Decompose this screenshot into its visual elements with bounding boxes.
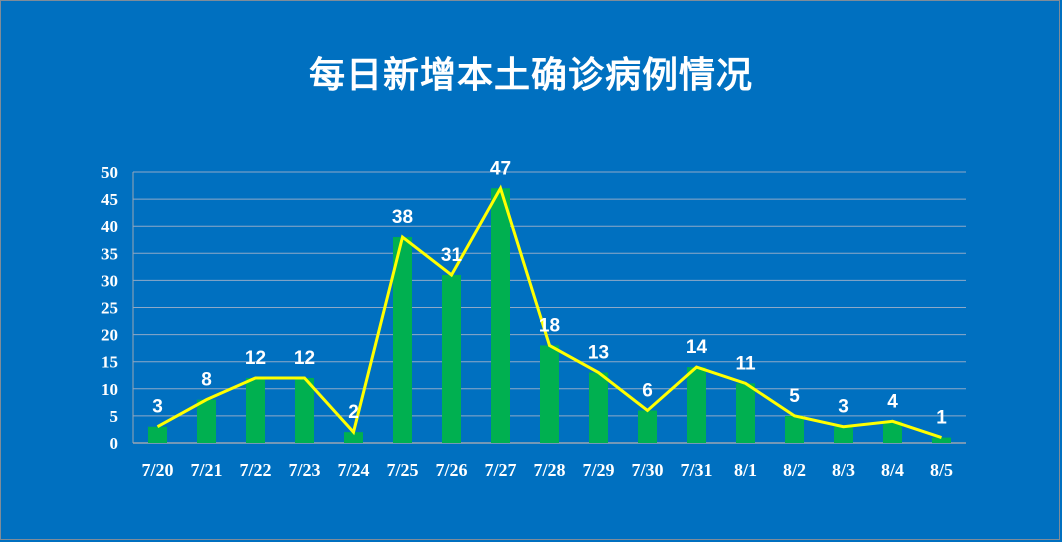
bar [491,188,510,443]
y-tick-label: 25 [101,299,118,318]
bar [736,383,755,443]
bar [834,426,853,443]
data-label: 2 [348,402,359,423]
x-tick-label: 8/3 [832,460,855,480]
y-tick-label: 30 [101,271,118,290]
data-label: 4 [887,391,898,412]
bar [393,237,412,443]
bar [687,367,706,443]
data-label: 3 [152,397,163,418]
data-label: 6 [642,380,653,401]
bar [246,377,265,443]
x-tick-label: 8/5 [930,460,953,480]
data-label: 18 [539,315,560,336]
y-tick-label: 40 [101,217,118,236]
bar [197,399,216,443]
y-tick-label: 45 [101,190,118,209]
data-label: 13 [588,343,609,364]
x-tick-label: 7/21 [190,460,222,480]
chart-title: 每日新增本土确诊病例情况 [308,55,753,96]
bar [540,345,559,443]
x-tick-label: 7/22 [239,460,271,480]
x-tick-label: 7/28 [533,460,565,480]
data-label: 12 [294,348,315,369]
data-label: 8 [201,370,212,391]
bar-series [148,188,951,443]
bar [785,415,804,443]
x-tick-label: 7/29 [582,460,614,480]
bar [344,432,363,443]
data-label: 38 [392,207,413,228]
x-tick-label: 7/25 [386,460,418,480]
bar [295,377,314,443]
y-tick-label: 15 [101,353,118,372]
y-axis: 0 5 10 15 20 25 30 35 40 45 50 [101,163,134,453]
x-tick-label: 7/30 [631,460,663,480]
x-tick-label: 7/27 [484,460,516,480]
x-tick-label: 7/20 [141,460,173,480]
data-label: 14 [686,337,708,358]
bar [932,437,951,443]
data-label: 47 [490,158,511,179]
x-tick-label: 7/24 [337,460,369,480]
x-tick-label: 7/26 [435,460,467,480]
bar [589,372,608,443]
bar [148,426,167,443]
data-label: 12 [245,348,266,369]
data-label: 3 [838,397,849,418]
trend-line [156,184,942,440]
data-label: 5 [789,386,800,407]
y-tick-label: 0 [110,434,119,453]
data-label: 11 [735,353,756,374]
x-tick-label: 7/23 [288,460,320,480]
data-label: 31 [441,245,463,266]
y-tick-label: 5 [110,407,119,426]
x-tick-label: 8/1 [734,460,757,480]
x-tick-label: 7/31 [680,460,712,480]
data-label: 1 [936,408,947,429]
gridlines [133,171,966,444]
y-tick-label: 50 [101,163,118,182]
bar [883,421,902,443]
line-series [156,184,942,440]
x-axis: 7/20 7/21 7/22 7/23 7/24 7/25 7/26 7/27 7/28 7/29… [141,460,953,480]
x-tick-label: 8/2 [783,460,806,480]
y-tick-label: 10 [101,380,118,399]
bar [442,274,461,443]
y-tick-label: 35 [101,244,118,263]
x-tick-label: 8/4 [881,460,904,480]
bar [638,410,657,443]
y-tick-label: 20 [101,326,118,345]
